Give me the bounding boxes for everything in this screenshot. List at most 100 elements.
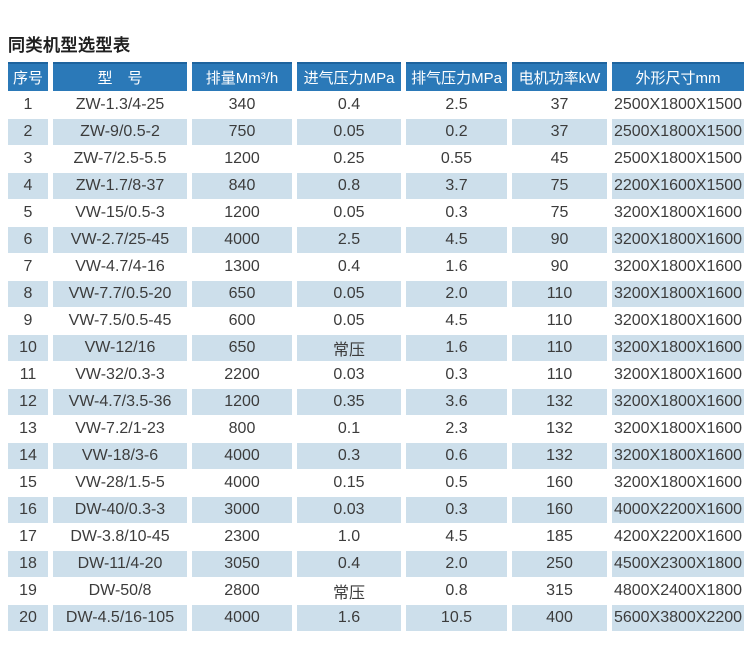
table-cell: 132: [512, 416, 607, 442]
table-cell: 3200X1800X1600: [612, 470, 744, 496]
table-cell: 2500X1800X1500: [612, 92, 744, 118]
table-body: 1 ZW-1.3/4-25 340 0.4 2.5 37 2500X1800X1500 2 ZW…: [8, 92, 744, 631]
table-cell: 840: [192, 173, 292, 199]
table-cell: 0.8: [406, 578, 507, 604]
table-cell: 17: [8, 524, 48, 550]
table-cell: 340: [192, 92, 292, 118]
table-row: 14 VW-18/3-6 4000 0.3 0.6 132 3200X1800X1600: [8, 443, 744, 469]
table-cell: DW-4.5/16-105: [53, 605, 187, 631]
table-cell: 4000: [192, 227, 292, 253]
table-cell: 20: [8, 605, 48, 631]
table-cell: 2.3: [406, 416, 507, 442]
table-cell: 9: [8, 308, 48, 334]
table-cell: 0.3: [297, 443, 401, 469]
table-cell: ZW-1.3/4-25: [53, 92, 187, 118]
table-cell: 0.5: [406, 470, 507, 496]
table-cell: 3200X1800X1600: [612, 200, 744, 226]
table-cell: 0.4: [297, 551, 401, 577]
table-cell: 16: [8, 497, 48, 523]
table-row: 2 ZW-9/0.5-2 750 0.05 0.2 37 2500X1800X1500: [8, 119, 744, 145]
table-cell: 2500X1800X1500: [612, 119, 744, 145]
table-cell: 3000: [192, 497, 292, 523]
table-cell: 1.0: [297, 524, 401, 550]
column-header: 排量Mm³/h: [192, 62, 292, 91]
table-cell: 0.35: [297, 389, 401, 415]
table-row: 18 DW-11/4-20 3050 0.4 2.0 250 4500X2300X1800: [8, 551, 744, 577]
table-cell: 800: [192, 416, 292, 442]
table-cell: 90: [512, 254, 607, 280]
table-cell: 3050: [192, 551, 292, 577]
table-cell: 0.4: [297, 254, 401, 280]
table-cell: 4200X2200X1600: [612, 524, 744, 550]
table-cell: VW-4.7/3.5-36: [53, 389, 187, 415]
table-cell: 0.1: [297, 416, 401, 442]
table-cell: VW-7.5/0.5-45: [53, 308, 187, 334]
table-cell: 6: [8, 227, 48, 253]
table-cell: 75: [512, 200, 607, 226]
table-cell: 0.05: [297, 308, 401, 334]
table-cell: 2.0: [406, 551, 507, 577]
table-cell: 5: [8, 200, 48, 226]
table-cell: 1300: [192, 254, 292, 280]
table-cell: 10: [8, 335, 48, 361]
table-cell: 0.3: [406, 200, 507, 226]
table-cell: 0.03: [297, 497, 401, 523]
column-header: 型 号: [53, 62, 187, 91]
table-cell: 2.0: [406, 281, 507, 307]
table-cell: 13: [8, 416, 48, 442]
table-cell: 常压: [297, 335, 401, 361]
table-cell: 0.05: [297, 119, 401, 145]
table-cell: 0.03: [297, 362, 401, 388]
table-cell: 2300: [192, 524, 292, 550]
table-cell: 3.7: [406, 173, 507, 199]
table-row: 13 VW-7.2/1-23 800 0.1 2.3 132 3200X1800X1600: [8, 416, 744, 442]
table-cell: ZW-9/0.5-2: [53, 119, 187, 145]
table-row: 6 VW-2.7/25-45 4000 2.5 4.5 90 3200X1800X1600: [8, 227, 744, 253]
table-cell: 3.6: [406, 389, 507, 415]
table-cell: 750: [192, 119, 292, 145]
table-cell: 110: [512, 308, 607, 334]
table-cell: 110: [512, 281, 607, 307]
table-cell: 2200X1600X1500: [612, 173, 744, 199]
table-cell: 3200X1800X1600: [612, 416, 744, 442]
table-header-row: 序号型 号排量Mm³/h 进气压力MPa 排气压力MPa 电机功率kW 外形尺寸mm: [8, 62, 744, 91]
table-cell: 0.8: [297, 173, 401, 199]
table-cell: 400: [512, 605, 607, 631]
table-cell: 0.05: [297, 281, 401, 307]
table-cell: 0.3: [406, 497, 507, 523]
table-row: 11 VW-32/0.3-3 2200 0.03 0.3 110 3200X1800X160…: [8, 362, 744, 388]
table-row: 4 ZW-1.7/8-37 840 0.8 3.7 75 2200X1600X1500: [8, 173, 744, 199]
table-cell: 1.6: [406, 254, 507, 280]
table-cell: 2800: [192, 578, 292, 604]
column-header: 外形尺寸mm: [612, 62, 744, 91]
table-cell: 2.5: [406, 92, 507, 118]
table-row: 16 DW-40/0.3-3 3000 0.03 0.3 160 4000X2200X160…: [8, 497, 744, 523]
table-cell: 2.5: [297, 227, 401, 253]
table-cell: 3200X1800X1600: [612, 281, 744, 307]
table-cell: 3200X1800X1600: [612, 254, 744, 280]
table-cell: 2: [8, 119, 48, 145]
table-row: 20 DW-4.5/16-105 4000 1.6 10.5 400 5600X3800X2…: [8, 605, 744, 631]
table-cell: 110: [512, 362, 607, 388]
table-cell: 4.5: [406, 524, 507, 550]
column-header: 排气压力MPa: [406, 62, 507, 91]
table-cell: VW-7.7/0.5-20: [53, 281, 187, 307]
table-cell: 4800X2400X1800: [612, 578, 744, 604]
table-cell: 4.5: [406, 227, 507, 253]
table-cell: 1: [8, 92, 48, 118]
table-cell: VW-18/3-6: [53, 443, 187, 469]
table-cell: VW-4.7/4-16: [53, 254, 187, 280]
table-cell: 10.5: [406, 605, 507, 631]
table-cell: 11: [8, 362, 48, 388]
table-cell: 37: [512, 119, 607, 145]
table-cell: 1.6: [297, 605, 401, 631]
table-cell: VW-2.7/25-45: [53, 227, 187, 253]
table-cell: VW-7.2/1-23: [53, 416, 187, 442]
table-cell: 14: [8, 443, 48, 469]
table-cell: 45: [512, 146, 607, 172]
table-cell: 1200: [192, 146, 292, 172]
table-cell: 7: [8, 254, 48, 280]
table-row: 12 VW-4.7/3.5-36 1200 0.35 3.6 132 3200X1800X1…: [8, 389, 744, 415]
table-cell: 185: [512, 524, 607, 550]
